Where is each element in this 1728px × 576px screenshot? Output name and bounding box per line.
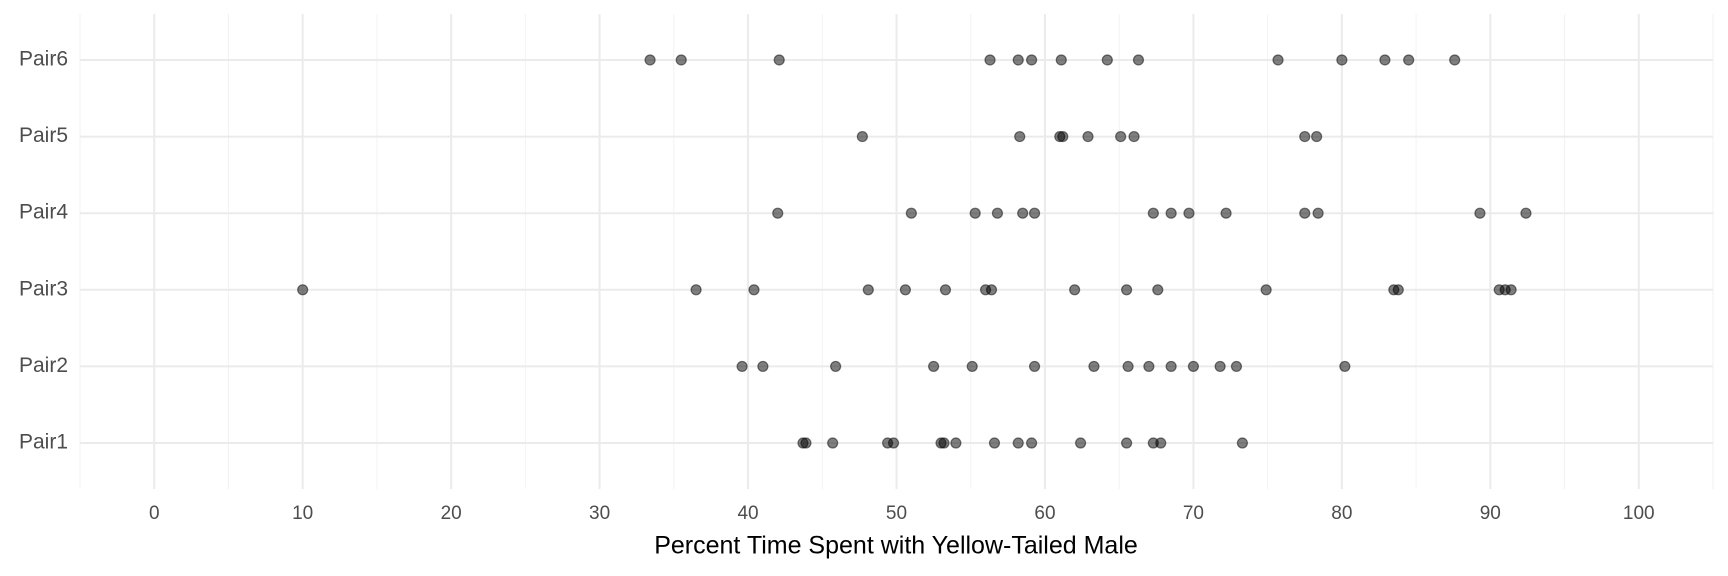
point	[675, 54, 687, 66]
point	[887, 437, 900, 449]
point	[1115, 130, 1127, 143]
x-tick-label: 80	[1331, 503, 1352, 524]
point	[1128, 130, 1140, 143]
point	[1014, 130, 1026, 143]
point	[1183, 207, 1195, 219]
point	[1474, 207, 1486, 219]
point	[772, 207, 784, 219]
point	[690, 284, 702, 296]
y-tick-label: Pair3	[19, 277, 68, 300]
point	[1403, 54, 1415, 66]
point	[1082, 130, 1094, 143]
point	[1028, 360, 1041, 373]
point	[905, 207, 917, 219]
point	[748, 284, 760, 296]
point	[736, 360, 748, 373]
point	[757, 360, 769, 373]
x-axis-label: Percent Time Spent with Yellow-Tailed Ma…	[654, 532, 1138, 560]
x-tick-label: 70	[1183, 503, 1204, 524]
point	[1299, 207, 1311, 219]
y-tick-label: Pair2	[19, 354, 68, 377]
x-tick-label: 60	[1034, 503, 1055, 524]
x-tick-label: 90	[1480, 503, 1501, 524]
point	[827, 437, 839, 449]
y-tick-label: Pair4	[19, 201, 68, 224]
point	[1230, 360, 1243, 373]
point	[1214, 360, 1226, 373]
point	[1143, 360, 1155, 373]
point	[1025, 54, 1038, 66]
x-tick-label: 50	[886, 503, 907, 524]
point	[800, 437, 812, 449]
point	[1236, 437, 1248, 449]
point	[1260, 284, 1272, 296]
point	[856, 130, 868, 143]
point	[950, 437, 962, 449]
point	[991, 207, 1004, 219]
x-tick-label: 10	[292, 503, 313, 524]
point	[644, 54, 656, 66]
point	[899, 284, 912, 296]
point	[1299, 130, 1311, 143]
x-tick-label: 100	[1623, 503, 1655, 524]
point	[1165, 207, 1177, 219]
point	[1028, 207, 1041, 219]
point	[1121, 437, 1133, 449]
point	[1165, 360, 1177, 373]
point	[1520, 207, 1532, 219]
point	[1069, 284, 1081, 296]
point	[1155, 437, 1167, 449]
y-tick-label: Pair5	[19, 124, 68, 147]
point	[1121, 284, 1133, 296]
point	[985, 284, 998, 296]
point	[988, 437, 1001, 449]
point	[1336, 54, 1348, 66]
point	[297, 284, 309, 296]
point	[1012, 437, 1024, 449]
point	[1392, 284, 1404, 296]
point	[984, 54, 996, 66]
point	[1147, 207, 1159, 219]
x-tick-label: 0	[149, 503, 160, 524]
point	[966, 360, 978, 373]
point	[928, 360, 940, 373]
point	[1017, 207, 1029, 219]
point	[1505, 284, 1517, 296]
x-tick-label: 30	[589, 503, 610, 524]
y-tick-label: Pair1	[19, 431, 68, 454]
point	[1055, 54, 1067, 66]
point	[1312, 207, 1324, 219]
point	[1449, 54, 1461, 66]
x-tick-label: 40	[737, 503, 758, 524]
point	[1220, 207, 1232, 219]
point	[1025, 437, 1038, 449]
point	[1339, 360, 1351, 373]
point	[938, 437, 950, 449]
point	[1101, 54, 1113, 66]
point	[1088, 360, 1100, 373]
point	[1057, 130, 1069, 143]
point	[1132, 54, 1145, 66]
point	[830, 360, 842, 373]
point	[773, 54, 785, 66]
point	[1379, 54, 1391, 66]
point	[1074, 437, 1087, 449]
x-tick-label: 20	[441, 503, 462, 524]
y-tick-label: Pair6	[19, 48, 68, 71]
point	[1187, 360, 1200, 373]
point	[939, 284, 952, 296]
point	[1272, 54, 1284, 66]
point	[1311, 130, 1323, 143]
point	[1152, 284, 1164, 296]
point	[1012, 54, 1024, 66]
point	[969, 207, 981, 219]
point	[862, 284, 874, 296]
point	[1122, 360, 1134, 373]
